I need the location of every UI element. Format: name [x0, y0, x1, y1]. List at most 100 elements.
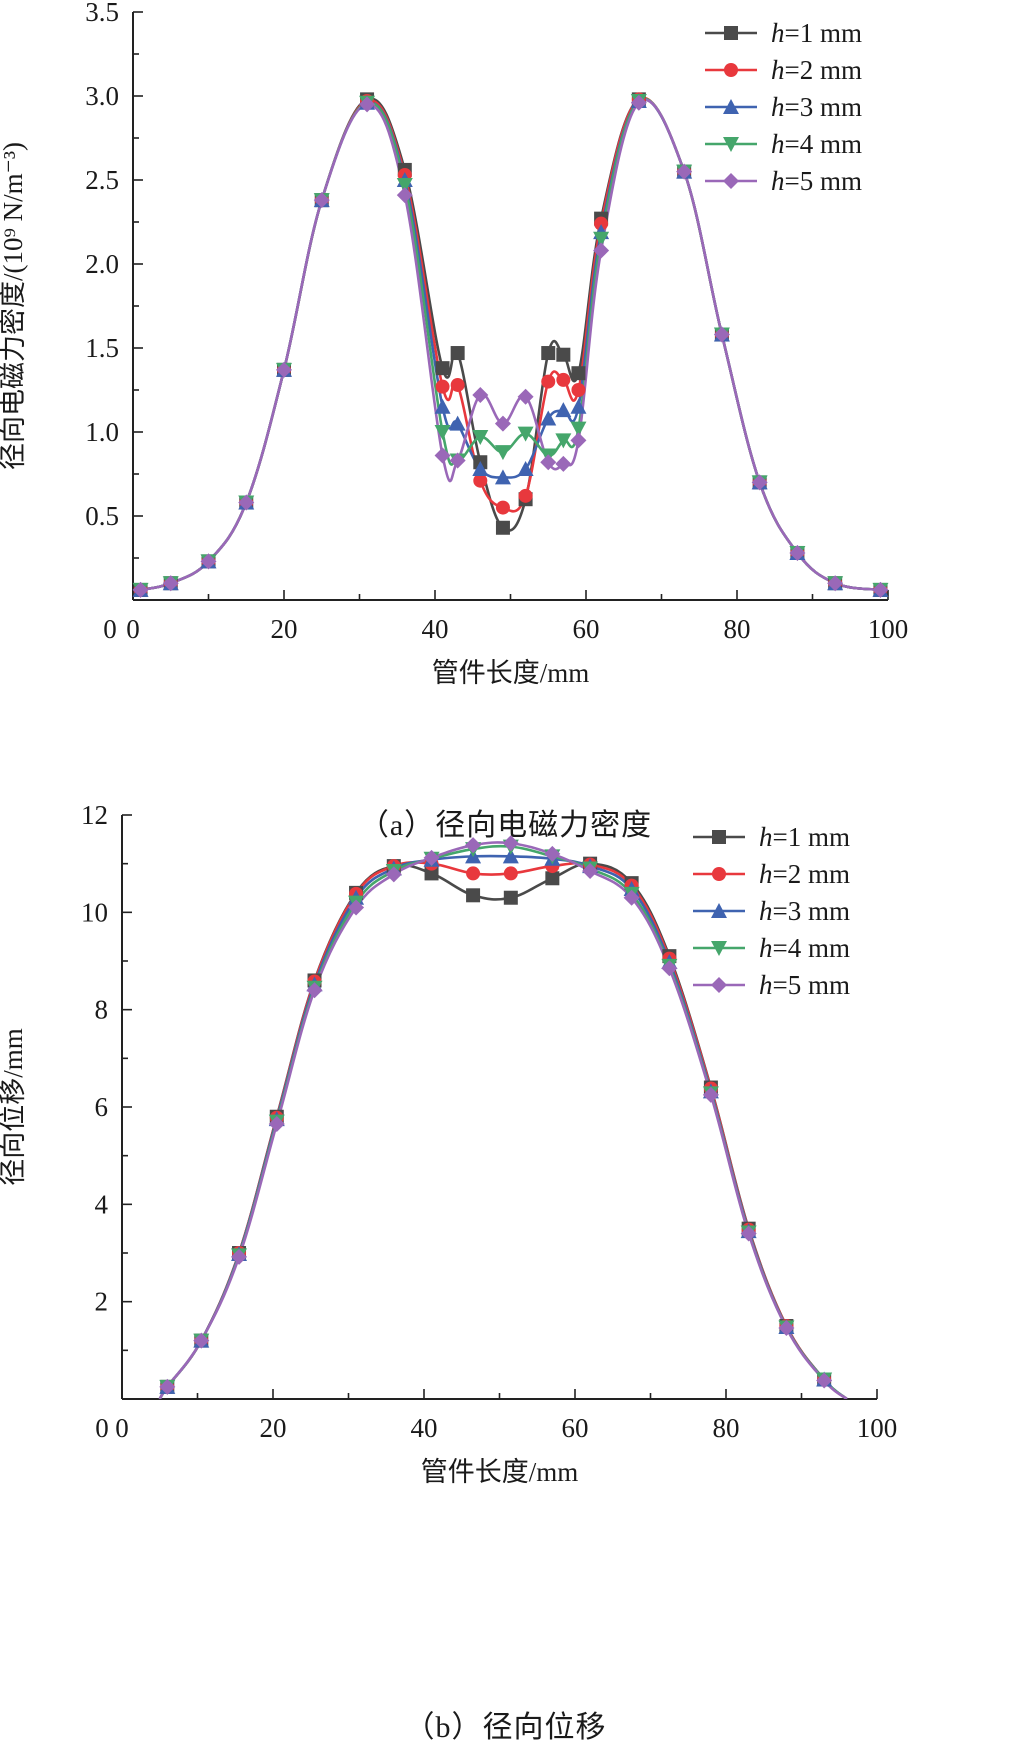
data-point [472, 460, 489, 476]
data-point [872, 581, 889, 598]
legend-label: h=5 mm [771, 166, 862, 196]
data-point [472, 387, 489, 404]
legend-label: h=4 mm [771, 129, 862, 159]
data-point [517, 388, 534, 405]
data-point [676, 163, 693, 180]
y-tick-label: 8 [95, 995, 109, 1025]
legend-label: h=3 mm [759, 896, 850, 926]
data-point [359, 96, 376, 113]
data-point [816, 1372, 833, 1389]
data-point [541, 374, 556, 389]
data-point [396, 178, 413, 194]
y-tick-label: 2.0 [85, 249, 119, 279]
data-point [466, 866, 481, 881]
y-tick-label: 12 [81, 800, 108, 830]
data-point [435, 379, 450, 394]
data-point [494, 469, 511, 485]
data-point [702, 1086, 719, 1103]
x-tick-label: 60 [562, 1413, 589, 1443]
data-point [540, 454, 557, 471]
data-point [434, 425, 451, 440]
data-point [555, 455, 572, 472]
y-axis-title: 径向位移/mm [0, 1028, 28, 1186]
x-tick-label: 20 [260, 1413, 287, 1443]
y-tick-label: 1.5 [85, 333, 119, 363]
data-point [494, 445, 511, 461]
x-tick-label: 80 [724, 614, 751, 644]
data-point [570, 421, 587, 437]
data-point [435, 361, 450, 376]
data-point [434, 398, 451, 414]
series-line-3 [158, 854, 848, 1399]
data-point [465, 837, 482, 854]
data-point [555, 433, 572, 449]
chart-a-caption: （a）径向电磁力密度 [358, 809, 653, 842]
data-point [159, 1378, 176, 1395]
data-point [518, 488, 533, 503]
legend-label: h=1 mm [759, 822, 850, 852]
data-point [466, 888, 481, 903]
data-point [450, 377, 465, 392]
legend-marker [724, 63, 738, 77]
x-axis-title: 管件长度/mm [421, 1457, 579, 1487]
data-point [571, 366, 586, 381]
series-lines [158, 841, 848, 1399]
data-point [231, 1248, 248, 1265]
series-line-4 [140, 97, 881, 592]
chart-b-caption: （b）径向位移 [404, 1711, 607, 1744]
legend-marker [724, 26, 738, 40]
data-point [503, 890, 518, 905]
chart-b-svg: 0 20 40 60 80 100 2 4 6 8 10 12 0 管件长度/mm 径向位移/mm h=1 m… [0, 800, 897, 1487]
data-point [502, 848, 519, 864]
data-point [570, 398, 587, 414]
y-tick-label: 2.5 [85, 165, 119, 195]
data-point [238, 494, 255, 511]
data-point [502, 835, 519, 852]
legend-label: h=1 mm [771, 18, 862, 48]
chart-b: 0 20 40 60 80 100 2 4 6 8 10 12 0 管件长度/mm 径向位移/mm h=1 m… [0, 800, 1011, 1745]
data-point [348, 899, 365, 916]
series-line-5 [140, 98, 881, 592]
data-point [503, 866, 518, 881]
data-point [434, 447, 451, 464]
series-line-1 [158, 862, 848, 1399]
legend: h=1 mm h=2 mm h=3 mm h=4 mm h=5 mm [705, 18, 862, 196]
data-point [200, 553, 217, 570]
data-point [661, 960, 678, 977]
series-line-2 [158, 861, 848, 1399]
series-line-5 [158, 841, 848, 1399]
legend-marker [723, 137, 739, 152]
series-line-2 [140, 96, 881, 592]
y-axis-title: 径向电磁力密度/(10⁹ N/m⁻³) [0, 142, 28, 470]
legend: h=1 mm h=2 mm h=3 mm h=4 mm h=5 mm [693, 822, 850, 1000]
data-point [132, 581, 149, 598]
data-point [778, 1319, 795, 1336]
x-tick-label: 40 [411, 1413, 438, 1443]
data-point [495, 520, 510, 535]
data-point [630, 94, 647, 111]
legend-label: h=5 mm [759, 970, 850, 1000]
legend-label: h=3 mm [771, 92, 862, 122]
data-point [396, 187, 413, 204]
legend-marker [712, 867, 726, 881]
x-tick-label: 0 [126, 614, 140, 644]
legend-label: h=2 mm [771, 55, 862, 85]
data-point [268, 1116, 285, 1133]
data-point [450, 346, 465, 361]
legend-marker [711, 941, 727, 956]
data-point [472, 430, 489, 446]
x-tick-label: 0 [95, 1413, 109, 1443]
data-point [517, 426, 534, 442]
data-point [544, 845, 561, 862]
data-point [313, 192, 330, 209]
y-tick-label: 10 [81, 897, 108, 927]
series-line-1 [140, 96, 881, 592]
data-point [306, 982, 323, 999]
x-axis-title: 管件长度/mm [432, 658, 590, 688]
y-tick-label: 4 [95, 1189, 109, 1219]
data-point [623, 889, 640, 906]
data-point [162, 575, 179, 592]
data-point [594, 216, 609, 231]
legend-marker [711, 977, 727, 993]
data-point [740, 1225, 757, 1242]
